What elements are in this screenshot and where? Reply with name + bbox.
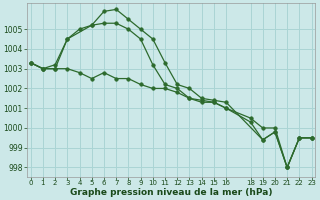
- X-axis label: Graphe pression niveau de la mer (hPa): Graphe pression niveau de la mer (hPa): [70, 188, 272, 197]
